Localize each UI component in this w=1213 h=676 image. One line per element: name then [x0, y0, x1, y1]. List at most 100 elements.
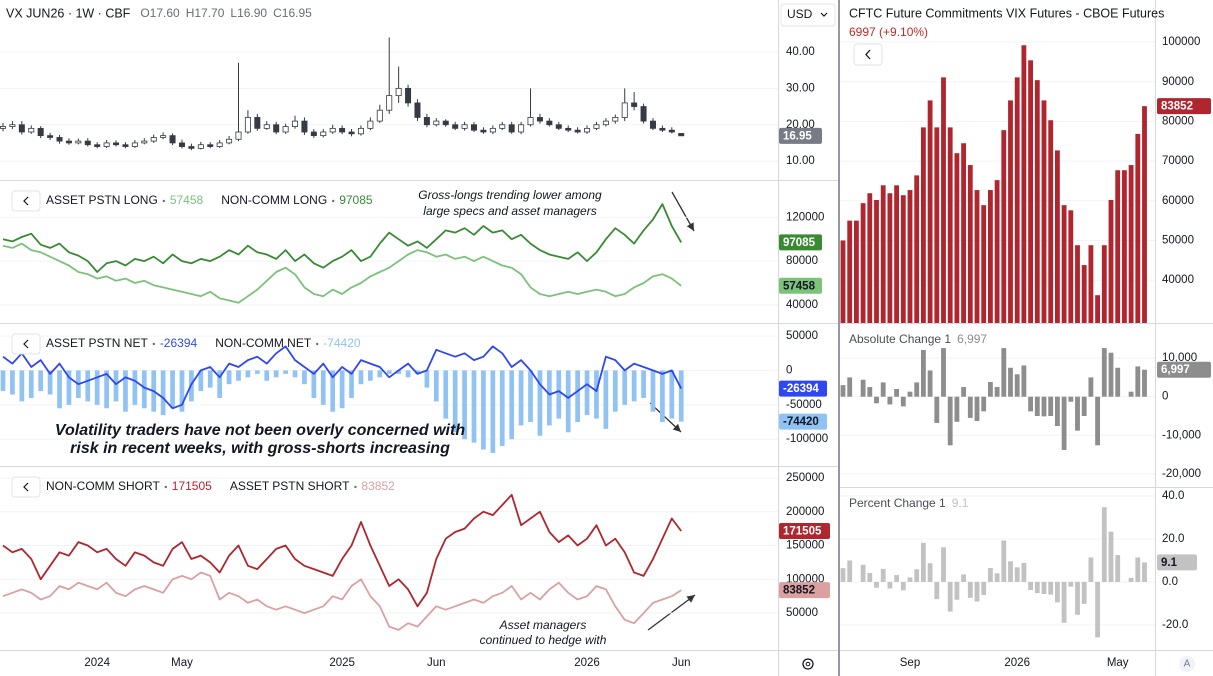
- candle-body: [169, 135, 176, 144]
- y-tick-label: 100000: [1162, 36, 1200, 48]
- x-tick-label: Sep: [900, 657, 920, 669]
- y-tick-label: 30.00: [786, 82, 815, 94]
- bar: [207, 370, 213, 388]
- bar: [880, 185, 886, 323]
- candle-body: [668, 129, 675, 133]
- ohlc-value: C16.95: [273, 6, 312, 20]
- bar: [987, 382, 993, 397]
- bar: [396, 370, 401, 374]
- annotation-text: large specs and asset managers: [423, 204, 596, 218]
- candle-body: [235, 131, 242, 140]
- candle-body: [376, 109, 383, 122]
- bar: [1008, 561, 1013, 582]
- bar: [245, 370, 251, 378]
- price-badge: [779, 380, 827, 397]
- auto-scale-button[interactable]: A: [1179, 656, 1195, 672]
- candle-body: [56, 137, 63, 142]
- candle-body: [244, 117, 251, 133]
- bar: [499, 370, 505, 447]
- candle-body: [659, 127, 666, 131]
- price-badge-label: -26394: [783, 383, 819, 395]
- bar: [292, 370, 298, 378]
- x-tick-label: May: [1107, 657, 1129, 669]
- annotation-text: Asset managers: [499, 618, 587, 632]
- bar: [1121, 170, 1127, 323]
- candle-body: [320, 131, 327, 137]
- candle-body: [301, 120, 308, 133]
- legend-value: 83852: [361, 479, 395, 493]
- series-line: [2, 493, 682, 608]
- legend-value: 171505: [172, 479, 212, 493]
- bar: [85, 370, 91, 402]
- bar: [1028, 396, 1034, 412]
- bar: [584, 370, 590, 416]
- bar: [900, 581, 906, 591]
- candle-body: [197, 144, 204, 149]
- legend-collapse-button[interactable]: [11, 190, 41, 212]
- bar: [974, 581, 980, 602]
- candle-body: [367, 120, 374, 129]
- bar: [887, 581, 893, 589]
- chevron-icon[interactable]: [23, 339, 29, 349]
- y-tick-label: 80000: [786, 255, 818, 267]
- bar: [927, 563, 933, 582]
- bar: [1095, 295, 1101, 323]
- bar: [920, 542, 926, 582]
- legend-collapse-button[interactable]: [11, 333, 41, 355]
- bar: [1014, 567, 1020, 582]
- ohlc-value: L16.90: [230, 6, 267, 20]
- candle-body: [216, 142, 223, 147]
- bar: [934, 127, 940, 323]
- bar: [1041, 100, 1047, 323]
- price-badge-label: 16.95: [783, 130, 812, 142]
- auto-scale-label[interactable]: A: [1184, 659, 1191, 670]
- legend-separator: [354, 485, 357, 489]
- candle-body: [292, 120, 299, 127]
- chevron-icon[interactable]: [23, 482, 29, 492]
- annotation-text: Gross-longs trending lower among: [418, 188, 602, 202]
- bar: [1061, 205, 1067, 323]
- bar: [954, 153, 960, 323]
- candle-body: [574, 129, 581, 133]
- bar: [377, 370, 383, 378]
- bar: [669, 370, 675, 419]
- bar: [907, 190, 913, 323]
- bar: [1008, 100, 1013, 323]
- bar: [330, 370, 336, 412]
- y-tick-label: -50000: [786, 399, 822, 411]
- bar: [914, 569, 920, 582]
- legend-name: ASSET PSTN LONG: [46, 193, 158, 207]
- bar: [994, 387, 1000, 397]
- bar: [537, 370, 543, 436]
- bar: [894, 388, 900, 397]
- currency-label[interactable]: USD: [787, 7, 813, 21]
- bar: [1088, 245, 1094, 323]
- bar: [914, 175, 920, 323]
- price-badge: [779, 277, 822, 294]
- bar: [123, 370, 128, 412]
- bar: [887, 193, 893, 323]
- candle-body: [649, 120, 656, 129]
- legend-collapse-button[interactable]: [11, 476, 41, 498]
- bar: [509, 370, 515, 440]
- legend-value: -26394: [160, 336, 198, 350]
- bar: [1061, 396, 1067, 450]
- legend-value: 97085: [339, 193, 373, 207]
- bar: [887, 396, 893, 405]
- settings-button[interactable]: [802, 658, 814, 670]
- bar: [170, 370, 175, 409]
- collapse-button[interactable]: [853, 43, 883, 66]
- candle-body: [150, 137, 157, 142]
- bar: [1054, 396, 1060, 427]
- chevron-icon[interactable]: [23, 196, 29, 206]
- candle-body: [122, 144, 129, 147]
- bar: [947, 581, 953, 612]
- price-badge: [779, 522, 830, 539]
- currency-button[interactable]: USD: [780, 3, 836, 27]
- y-tick-label: -20,000: [1162, 468, 1201, 480]
- bar: [1068, 581, 1074, 587]
- y-tick-label: 90000: [1162, 76, 1194, 88]
- legend-name: Absolute Change 1: [849, 332, 951, 346]
- bar: [907, 577, 913, 582]
- legend-name: Percent Change 1: [849, 496, 946, 510]
